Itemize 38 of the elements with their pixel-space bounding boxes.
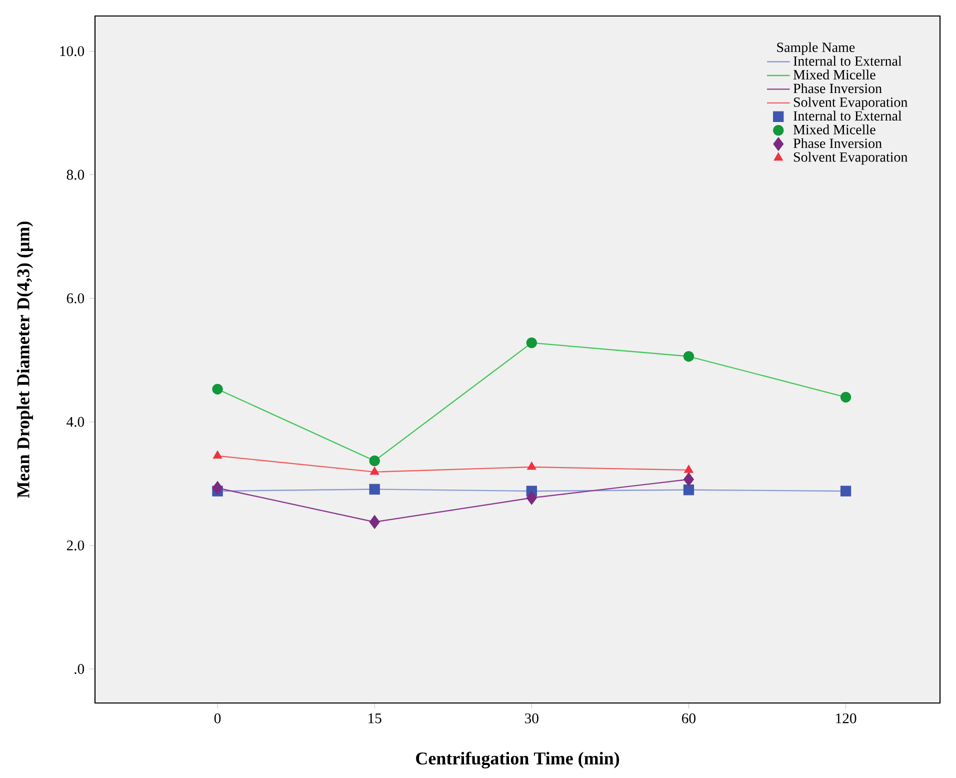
legend-label: Mixed Micelle xyxy=(793,124,876,134)
legend-title: Sample Name xyxy=(777,42,855,55)
point xyxy=(526,462,536,470)
point xyxy=(369,484,380,495)
y-tick-label: 4.0 xyxy=(66,416,84,427)
point xyxy=(840,486,852,496)
legend-label: Internal to External xyxy=(794,110,902,121)
point xyxy=(526,490,537,505)
point xyxy=(683,472,694,486)
y-tick-label: 8.0 xyxy=(66,170,84,180)
x-tick-label: 30 xyxy=(525,713,538,724)
legend-label: Internal to External xyxy=(794,56,902,66)
point xyxy=(683,351,694,362)
point xyxy=(212,481,223,495)
point xyxy=(526,337,537,348)
point xyxy=(840,392,852,403)
point xyxy=(212,450,222,459)
legend-label: Phase Inversion xyxy=(793,138,882,148)
point xyxy=(212,384,223,394)
y-tick-label: 6.0 xyxy=(66,293,84,304)
x-tick-label: 60 xyxy=(682,713,696,724)
y-tick-label: 10.0 xyxy=(60,46,84,56)
point xyxy=(369,515,380,529)
x-tick-label: 120 xyxy=(836,713,856,724)
legend-label: Mixed Micelle xyxy=(793,70,876,80)
legend-label: Solvent Evaporation xyxy=(794,152,908,165)
y-axis-title: Mean Droplet Diameter D(4,3) (µm) xyxy=(16,222,34,498)
x-tick-label: 15 xyxy=(368,713,382,724)
y-tick-label: .0 xyxy=(74,664,84,674)
x-axis-title: Centrifugation Time (min) xyxy=(416,752,620,768)
x-tick-label: 0 xyxy=(214,713,221,724)
point xyxy=(370,466,380,475)
point xyxy=(369,455,380,466)
y-tick-label: 2.0 xyxy=(66,540,84,550)
point xyxy=(684,464,694,473)
legend-label: Phase Inversion xyxy=(793,83,882,94)
point xyxy=(683,484,694,496)
legend-label: Solvent Evaporation xyxy=(794,97,908,110)
